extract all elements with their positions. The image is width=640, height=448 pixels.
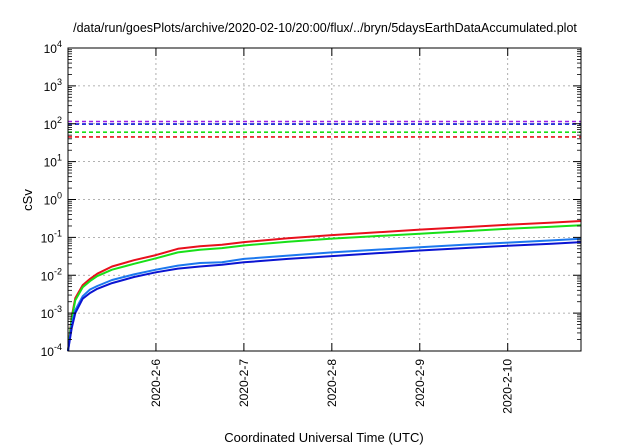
y-tick-label: 101 — [44, 153, 62, 170]
x-tick-label: 2020-2-7 — [237, 359, 251, 407]
chart-title: /data/run/goesPlots/archive/2020-02-10/2… — [73, 21, 577, 35]
series-line — [67, 237, 582, 352]
y-tick-label: 103 — [44, 77, 62, 94]
y-tick-label: 10-3 — [41, 304, 62, 321]
x-tick-label: 2020-2-8 — [325, 359, 339, 407]
series-line — [67, 220, 582, 352]
grid-lines — [68, 48, 581, 351]
y-tick-label: 104 — [44, 39, 62, 56]
y-axis-title: cSv — [20, 189, 35, 211]
series-line — [67, 241, 582, 352]
x-tick-label: 2020-2-6 — [149, 359, 163, 407]
y-tick-label: 10-4 — [41, 342, 62, 359]
axes: 10-4 10-3 10-2 10-1 100 101 102 103 104 2020-2-6 2… — [41, 39, 581, 414]
series-line — [67, 224, 582, 352]
series-layer — [67, 120, 582, 352]
x-axis-title: Coordinated Universal Time (UTC) — [224, 430, 423, 445]
x-tick-label: 2020-2-10 — [501, 359, 515, 414]
y-tick-label: 102 — [44, 115, 62, 132]
x-tick-label: 2020-2-9 — [413, 359, 427, 407]
y-tick-label: 100 — [44, 191, 62, 208]
y-tick-label: 10-1 — [41, 228, 62, 245]
y-tick-label: 10-2 — [41, 266, 62, 283]
